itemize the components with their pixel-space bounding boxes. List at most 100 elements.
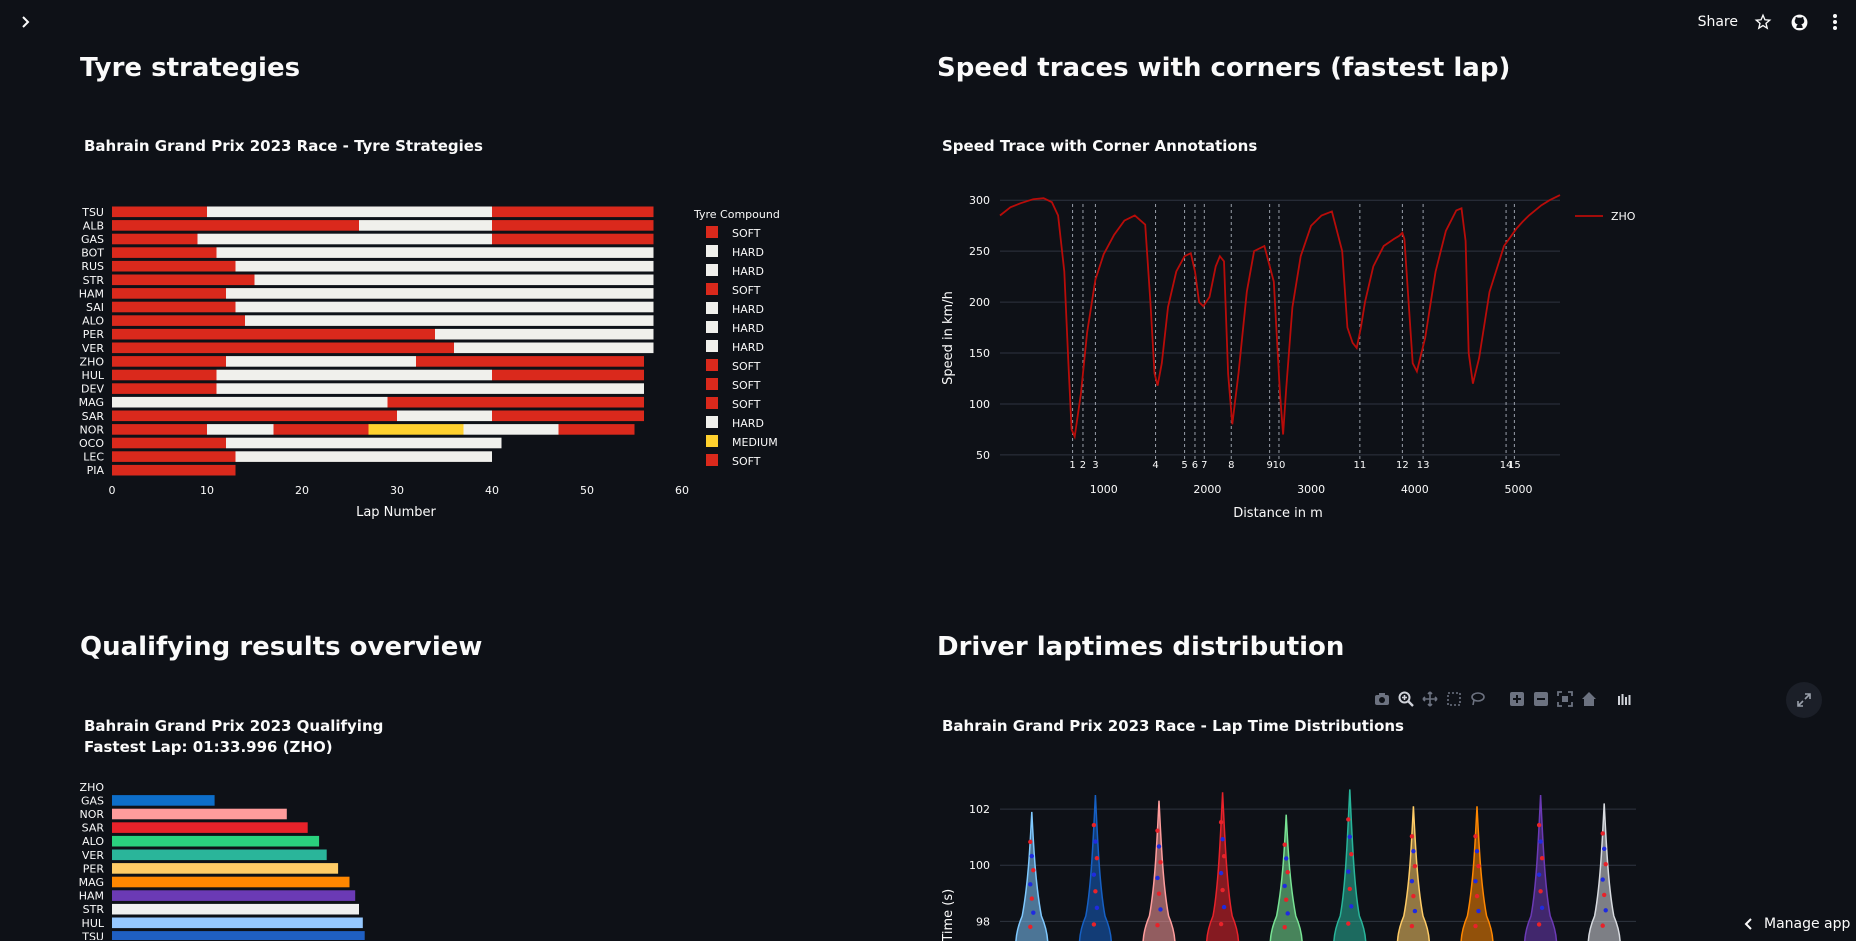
stint-bar[interactable]: [112, 260, 236, 272]
stint-bar[interactable]: [207, 424, 274, 435]
stint-bar[interactable]: [492, 220, 654, 231]
stint-bar[interactable]: [112, 437, 226, 449]
violin-shape[interactable]: [1205, 792, 1240, 941]
quali-gap-bar[interactable]: [112, 890, 356, 901]
zoom-icon[interactable]: [1397, 690, 1414, 707]
stint-bar[interactable]: [463, 424, 559, 435]
quali-gap-bar[interactable]: [112, 808, 287, 820]
stint-bar[interactable]: [359, 220, 492, 231]
box-select-icon[interactable]: [1445, 690, 1462, 707]
stint-bar[interactable]: [245, 315, 654, 326]
kebab-menu-icon[interactable]: [1824, 11, 1846, 33]
violin-shape[interactable]: [1460, 806, 1494, 941]
stint-bar[interactable]: [387, 396, 645, 408]
stint-bar[interactable]: [112, 288, 226, 299]
stint-bar[interactable]: [492, 369, 644, 381]
legend-label[interactable]: SOFT: [732, 455, 761, 468]
legend-swatch[interactable]: [706, 340, 718, 352]
legend-swatch[interactable]: [706, 302, 718, 314]
stint-bar[interactable]: [112, 247, 217, 258]
stint-bar[interactable]: [112, 220, 359, 231]
stint-bar[interactable]: [235, 260, 654, 272]
legend-swatch[interactable]: [706, 359, 718, 371]
legend-label[interactable]: HARD: [732, 265, 764, 278]
legend-swatch[interactable]: [706, 416, 718, 428]
legend-swatch[interactable]: [706, 454, 718, 466]
quali-gap-bar[interactable]: [112, 876, 350, 888]
violin-shape[interactable]: [1396, 806, 1431, 941]
stint-bar[interactable]: [112, 410, 397, 422]
legend-swatch[interactable]: [706, 378, 718, 390]
stint-bar[interactable]: [112, 451, 236, 462]
legend-label[interactable]: HARD: [732, 246, 764, 259]
zoom-out-icon[interactable]: [1532, 690, 1549, 707]
stint-bar[interactable]: [112, 369, 217, 381]
plotly-logo-icon[interactable]: [1615, 690, 1632, 707]
tyre-strategy-chart[interactable]: TSUALBGASBOTRUSSTRHAMSAIALOPERVERZHOHULD…: [0, 190, 800, 570]
stint-bar[interactable]: [112, 206, 207, 218]
violin-shape[interactable]: [1142, 800, 1176, 941]
stint-bar[interactable]: [112, 328, 435, 340]
legend-swatch[interactable]: [706, 264, 718, 276]
violin-shape[interactable]: [1078, 794, 1113, 941]
share-button[interactable]: Share: [1697, 14, 1738, 30]
legend-swatch[interactable]: [706, 283, 718, 295]
legend-label[interactable]: SOFT: [732, 360, 761, 373]
violin-shape[interactable]: [1587, 803, 1621, 941]
stint-bar[interactable]: [112, 356, 226, 367]
fullscreen-button[interactable]: [1786, 682, 1822, 718]
stint-bar[interactable]: [368, 424, 464, 435]
stint-bar[interactable]: [435, 328, 654, 340]
stint-bar[interactable]: [112, 301, 236, 313]
stint-bar[interactable]: [226, 356, 416, 367]
stint-bar[interactable]: [112, 396, 388, 408]
legend-label[interactable]: MEDIUM: [732, 436, 778, 449]
quali-gap-bar[interactable]: [112, 931, 365, 940]
laptime-violin-chart[interactable]: 98 100 102 Lap Time (s): [930, 781, 1690, 941]
stint-bar[interactable]: [112, 424, 207, 435]
stint-bar[interactable]: [235, 301, 654, 313]
camera-icon[interactable]: [1373, 690, 1390, 707]
legend-label[interactable]: HARD: [732, 322, 764, 335]
legend-label[interactable]: HARD: [732, 303, 764, 316]
violin-shape[interactable]: [1015, 811, 1049, 941]
stint-bar[interactable]: [112, 383, 217, 394]
violin-shape[interactable]: [1523, 794, 1558, 941]
violin-shape[interactable]: [1269, 814, 1303, 941]
quali-gap-bar[interactable]: [112, 822, 308, 833]
stint-bar[interactable]: [226, 288, 654, 299]
stint-bar[interactable]: [397, 410, 492, 422]
quali-gap-bar[interactable]: [112, 795, 215, 806]
quali-gap-bar[interactable]: [112, 863, 339, 874]
legend-label[interactable]: HARD: [732, 417, 764, 430]
stint-bar[interactable]: [216, 383, 645, 394]
quali-gap-bar[interactable]: [112, 835, 320, 847]
stint-bar[interactable]: [492, 410, 644, 422]
stint-bar[interactable]: [226, 437, 502, 449]
stint-bar[interactable]: [254, 274, 654, 286]
quali-gap-bar[interactable]: [112, 917, 363, 929]
stint-bar[interactable]: [207, 206, 492, 218]
stint-bar[interactable]: [216, 247, 654, 258]
stint-bar[interactable]: [273, 424, 369, 435]
pan-icon[interactable]: [1421, 690, 1438, 707]
stint-bar[interactable]: [454, 342, 654, 354]
github-icon[interactable]: [1788, 11, 1810, 33]
autoscale-icon[interactable]: [1556, 690, 1573, 707]
quali-gap-bar[interactable]: [112, 849, 327, 861]
stint-bar[interactable]: [197, 233, 493, 245]
stint-bar[interactable]: [216, 369, 493, 381]
violin-shape[interactable]: [1333, 789, 1367, 941]
legend-swatch[interactable]: [706, 226, 718, 238]
reset-axes-icon[interactable]: [1580, 690, 1597, 707]
quali-gap-bar[interactable]: [112, 903, 359, 915]
stint-bar[interactable]: [492, 206, 654, 218]
star-icon[interactable]: [1752, 11, 1774, 33]
legend-label[interactable]: HARD: [732, 341, 764, 354]
legend-swatch[interactable]: [706, 321, 718, 333]
lasso-select-icon[interactable]: [1469, 690, 1486, 707]
speed-trace-chart[interactable]: 50 100 150 200 250 300 1000 2000 3000 4000 5000 1…: [930, 190, 1690, 550]
stint-bar[interactable]: [112, 315, 245, 326]
legend-label[interactable]: SOFT: [732, 227, 761, 240]
legend-swatch[interactable]: [706, 245, 718, 257]
